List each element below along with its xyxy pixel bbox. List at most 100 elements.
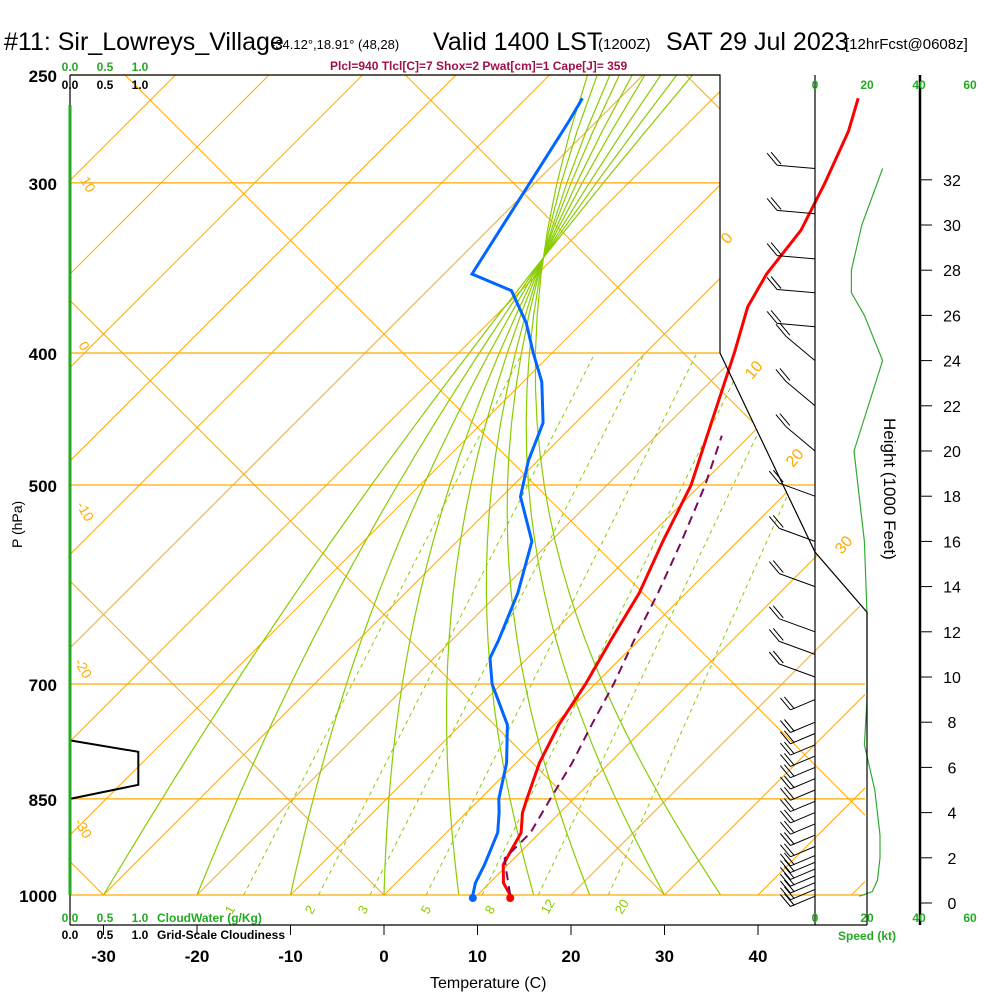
- wind-barb-flag: [780, 867, 791, 880]
- wind-barb-flag: [779, 322, 791, 336]
- moist-adiabat: [525, 75, 666, 896]
- wind-barb-staff: [777, 322, 816, 328]
- speed-tick-top: 40: [912, 78, 926, 92]
- wind-barb-flag: [768, 629, 780, 642]
- moist-adiabat: [289, 75, 662, 896]
- wind-barb-staff: [779, 663, 816, 678]
- wind-barb-flag: [784, 696, 795, 710]
- wind-barb-flag: [784, 832, 795, 845]
- isotherm-line: [70, 75, 457, 896]
- wind-barb-flag: [768, 470, 780, 484]
- zulu-time: (1200Z): [598, 36, 651, 53]
- wind-barb-staff: [790, 861, 816, 874]
- wind-barb-staff: [790, 875, 816, 887]
- moist-adiabat: [196, 75, 678, 896]
- cloud-scale-bottom-black: 0.5: [97, 928, 114, 942]
- wind-barb-flag: [780, 844, 791, 858]
- cloudiness-profile: [69, 739, 140, 800]
- cloud-scale-top-green: 0.0: [62, 60, 79, 74]
- wind-barb-staff: [790, 699, 816, 711]
- wind-barb-flag: [780, 860, 791, 873]
- wind-barb-staff: [777, 209, 816, 215]
- isotherm-line: [70, 75, 270, 896]
- height-tick-label: 22: [943, 399, 961, 416]
- wind-barb-flag: [784, 820, 795, 834]
- wind-barb-flag: [784, 809, 795, 823]
- y-tick-label: 850: [29, 791, 57, 810]
- wind-barb-flag: [766, 311, 778, 324]
- wind-barb-flag: [775, 369, 787, 382]
- temperature-surface-dot: [506, 894, 515, 902]
- wind-barb-flag: [768, 606, 780, 620]
- cloud-scale-top-black: 0.0: [62, 78, 79, 92]
- wind-barb-flag: [780, 887, 791, 901]
- wind-barb-flag: [770, 151, 782, 165]
- wind-barb-flag: [784, 852, 795, 866]
- wind-barb-flag: [770, 197, 782, 210]
- wind-barb-flag: [780, 833, 791, 846]
- cloud-scale-bottom-green: 0.0: [62, 911, 79, 925]
- dewpoint-line: [469, 97, 584, 896]
- y-tick-label: 400: [29, 345, 57, 364]
- height-tick-label: 26: [943, 308, 961, 325]
- height-tick-label: 20: [943, 444, 961, 461]
- wind-barb-flag: [784, 764, 795, 778]
- mixing-ratio-line: [369, 352, 646, 896]
- mixing-ratio-line: [243, 352, 523, 896]
- wind-barb-staff: [785, 426, 816, 452]
- wind-barb-flag: [780, 720, 791, 733]
- speed-tick-bottom: 40: [912, 911, 926, 925]
- speed-tick-top: 0: [812, 78, 819, 92]
- wind-barb-staff: [779, 573, 816, 588]
- height-tick-label: 28: [943, 263, 961, 280]
- moist-adiabat: [102, 75, 694, 896]
- wind-barb-staff: [790, 895, 816, 907]
- wind-barb-staff: [785, 381, 816, 407]
- speed-axis-label: Speed (kt): [838, 929, 896, 943]
- height-tick-label: 10: [943, 670, 961, 687]
- speed-tick-top: 60: [963, 78, 977, 92]
- wind-barb-flag: [780, 810, 791, 824]
- wind-barb-flag: [768, 651, 780, 665]
- height-tick-label: 8: [948, 715, 957, 732]
- isotherm-label: 20: [783, 446, 808, 471]
- isotherm-line: [70, 75, 363, 896]
- temperature-line: [501, 97, 860, 896]
- wind-barb-staff: [790, 812, 816, 824]
- wind-barb-flag: [784, 859, 795, 872]
- wind-barb-flag: [784, 879, 795, 893]
- cloudiness-label: Grid-Scale Cloudiness: [157, 928, 285, 942]
- wind-barb-flag: [784, 786, 795, 800]
- speed-tick-bottom: 20: [860, 911, 874, 925]
- wind-barb-flag: [770, 310, 782, 323]
- wind-barb-staff: [790, 733, 816, 745]
- moist-adiabat: [506, 75, 611, 896]
- y-tick-label: 500: [29, 477, 57, 496]
- wind-barb-flag: [784, 886, 795, 900]
- wind-barb-staff: [790, 888, 816, 901]
- wind-barb-flag: [768, 516, 780, 529]
- wind-barb-flag: [784, 866, 795, 879]
- wind-barb-staff: [790, 789, 816, 801]
- wind-barb-flag: [784, 872, 795, 886]
- height-tick-label: 18: [943, 489, 961, 506]
- moist-adiabat: [485, 75, 620, 896]
- wind-barb-staff: [790, 834, 816, 846]
- wind-barb-flag: [766, 243, 778, 256]
- indices-line: Plcl=940 Tlcl[C]=7 Shox=2 Pwat[cm]=1 Cap…: [330, 59, 627, 73]
- wind-barb-flag: [766, 152, 778, 166]
- valid-time: Valid 1400 LST: [433, 28, 602, 56]
- wind-barb-flag: [784, 719, 795, 732]
- wind-barb-staff: [790, 868, 816, 880]
- dewpoint-surface-dot: [468, 894, 477, 902]
- mixing-ratio-label: 12: [538, 896, 558, 916]
- wind-barb-staff: [790, 846, 816, 858]
- height-tick-label: 24: [943, 354, 961, 371]
- y-tick-label: 700: [29, 676, 57, 695]
- wind-barb-staff: [790, 778, 816, 790]
- cloud-scale-top-black: 0.5: [97, 78, 114, 92]
- x-axis-label: Temperature (C): [430, 975, 546, 992]
- wind-barb-flag: [772, 515, 784, 528]
- mixing-ratio-line: [537, 352, 797, 896]
